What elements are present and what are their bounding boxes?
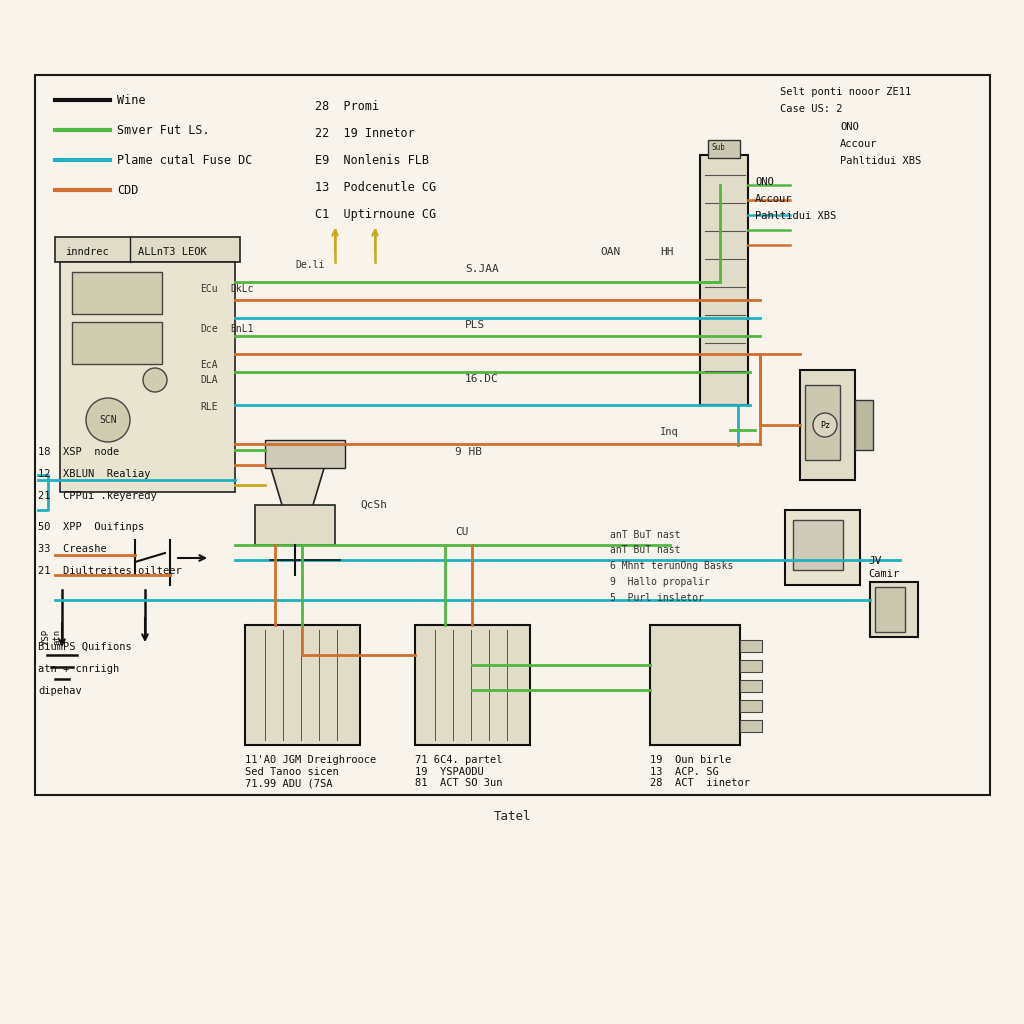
Bar (793, 520, 843, 570)
Text: DkLc: DkLc (230, 284, 254, 294)
Text: BiumPS Quifions: BiumPS Quifions (38, 642, 132, 652)
Text: 21  Diultreites oilteer: 21 Diultreites oilteer (38, 566, 181, 575)
Text: S.JAA: S.JAA (465, 264, 499, 274)
Bar (740, 680, 762, 692)
Text: Selt ponti nooor ZE11: Selt ponti nooor ZE11 (780, 87, 911, 97)
Text: ALLnT3 LEOK: ALLnT3 LEOK (138, 247, 207, 257)
Text: Accour: Accour (840, 139, 878, 150)
Text: Inq: Inq (660, 427, 679, 437)
Bar (870, 582, 918, 637)
Bar (650, 625, 740, 745)
Text: 21  CPPui .keyeredy: 21 CPPui .keyeredy (38, 490, 157, 501)
Bar (855, 400, 873, 450)
Bar (740, 720, 762, 732)
Text: atn: atn (52, 629, 61, 645)
Text: 12  XBLUN  Realiay: 12 XBLUN Realiay (38, 469, 151, 479)
Text: anT BuT nast: anT BuT nast (610, 545, 681, 555)
Text: Case US: 2: Case US: 2 (780, 104, 843, 114)
Text: ONO: ONO (755, 177, 774, 187)
Text: C1  Uptirnoune CG: C1 Uptirnoune CG (315, 208, 436, 221)
Text: 9  Hallo propalir: 9 Hallo propalir (610, 577, 710, 587)
Text: atn + cnriigh: atn + cnriigh (38, 664, 119, 674)
Text: 13  Podcenutle CG: 13 Podcenutle CG (315, 181, 436, 194)
Text: ECu: ECu (200, 284, 218, 294)
Bar (700, 155, 748, 406)
Bar (55, 237, 240, 262)
Text: RLE: RLE (200, 402, 218, 412)
Bar (265, 440, 345, 468)
Text: Plame cutal Fuse DC: Plame cutal Fuse DC (117, 154, 252, 167)
Text: anT BuT nast: anT BuT nast (610, 530, 681, 540)
Bar (35, 75, 990, 795)
Text: 19  Oun birle
13  ACP. SG
28  ACT  iinetor: 19 Oun birle 13 ACP. SG 28 ACT iinetor (650, 755, 750, 788)
Text: 5  Purl insletor: 5 Purl insletor (610, 593, 705, 603)
Text: Smver Fut LS.: Smver Fut LS. (117, 124, 210, 136)
Text: Accour: Accour (755, 194, 793, 204)
Bar (740, 660, 762, 672)
Text: Camir: Camir (868, 569, 899, 579)
Text: Sub: Sub (712, 143, 726, 153)
Bar (740, 700, 762, 712)
Bar (415, 625, 530, 745)
Text: 16.DC: 16.DC (465, 374, 499, 384)
Text: Pahltidui XBS: Pahltidui XBS (755, 211, 837, 221)
Text: E9  Nonlenis FLB: E9 Nonlenis FLB (315, 154, 429, 167)
Bar (874, 587, 905, 632)
Text: 50  XPP  Ouifinps: 50 XPP Ouifinps (38, 522, 144, 532)
Text: Tatel: Tatel (494, 810, 530, 823)
Text: 71 6C4. partel
19  YSPAODU
81  ACT SO 3un: 71 6C4. partel 19 YSPAODU 81 ACT SO 3un (415, 755, 503, 788)
Text: 6 Mhnt terunOng Basks: 6 Mhnt terunOng Basks (610, 561, 733, 571)
Text: dipehav: dipehav (38, 686, 82, 696)
Bar (708, 140, 740, 158)
Text: Wine: Wine (117, 93, 145, 106)
Text: PLS: PLS (465, 319, 485, 330)
Text: SCN: SCN (99, 415, 117, 425)
Text: Pahltidui XBS: Pahltidui XBS (840, 156, 922, 166)
Text: QcSh: QcSh (360, 500, 387, 510)
Text: 18  XSP  node: 18 XSP node (38, 447, 119, 457)
Bar (805, 385, 840, 460)
Bar (800, 370, 855, 480)
Bar (255, 505, 335, 545)
Text: inndrec: inndrec (65, 247, 109, 257)
Bar (245, 625, 360, 745)
Text: JV: JV (868, 556, 882, 566)
Text: EcA: EcA (200, 360, 218, 370)
Text: YSP: YSP (42, 629, 51, 645)
Text: Dce: Dce (200, 324, 218, 334)
Text: De.li: De.li (295, 260, 325, 270)
Circle shape (86, 398, 130, 442)
Text: OAN: OAN (600, 247, 621, 257)
Text: 33  Creashe: 33 Creashe (38, 544, 106, 554)
Text: HH: HH (660, 247, 674, 257)
Bar (740, 640, 762, 652)
Bar (785, 510, 860, 585)
Text: 11'A0 JGM Dreighrooce
Sed Tanoo sicen
71.99 ADU (7SA: 11'A0 JGM Dreighrooce Sed Tanoo sicen 71… (245, 755, 376, 788)
Text: 22  19 Innetor: 22 19 Innetor (315, 127, 415, 140)
Bar (72, 322, 162, 364)
Text: ONO: ONO (840, 122, 859, 132)
Text: 9 HB: 9 HB (455, 447, 482, 457)
Text: 28  Promi: 28 Promi (315, 100, 379, 113)
Text: CU: CU (455, 527, 469, 537)
Text: CDD: CDD (117, 183, 138, 197)
Circle shape (143, 368, 167, 392)
Polygon shape (270, 465, 325, 515)
Text: DLA: DLA (200, 375, 218, 385)
Text: BnL1: BnL1 (230, 324, 254, 334)
Bar (72, 272, 162, 314)
Text: Pz: Pz (820, 421, 830, 429)
Circle shape (813, 413, 837, 437)
Bar (60, 262, 234, 492)
